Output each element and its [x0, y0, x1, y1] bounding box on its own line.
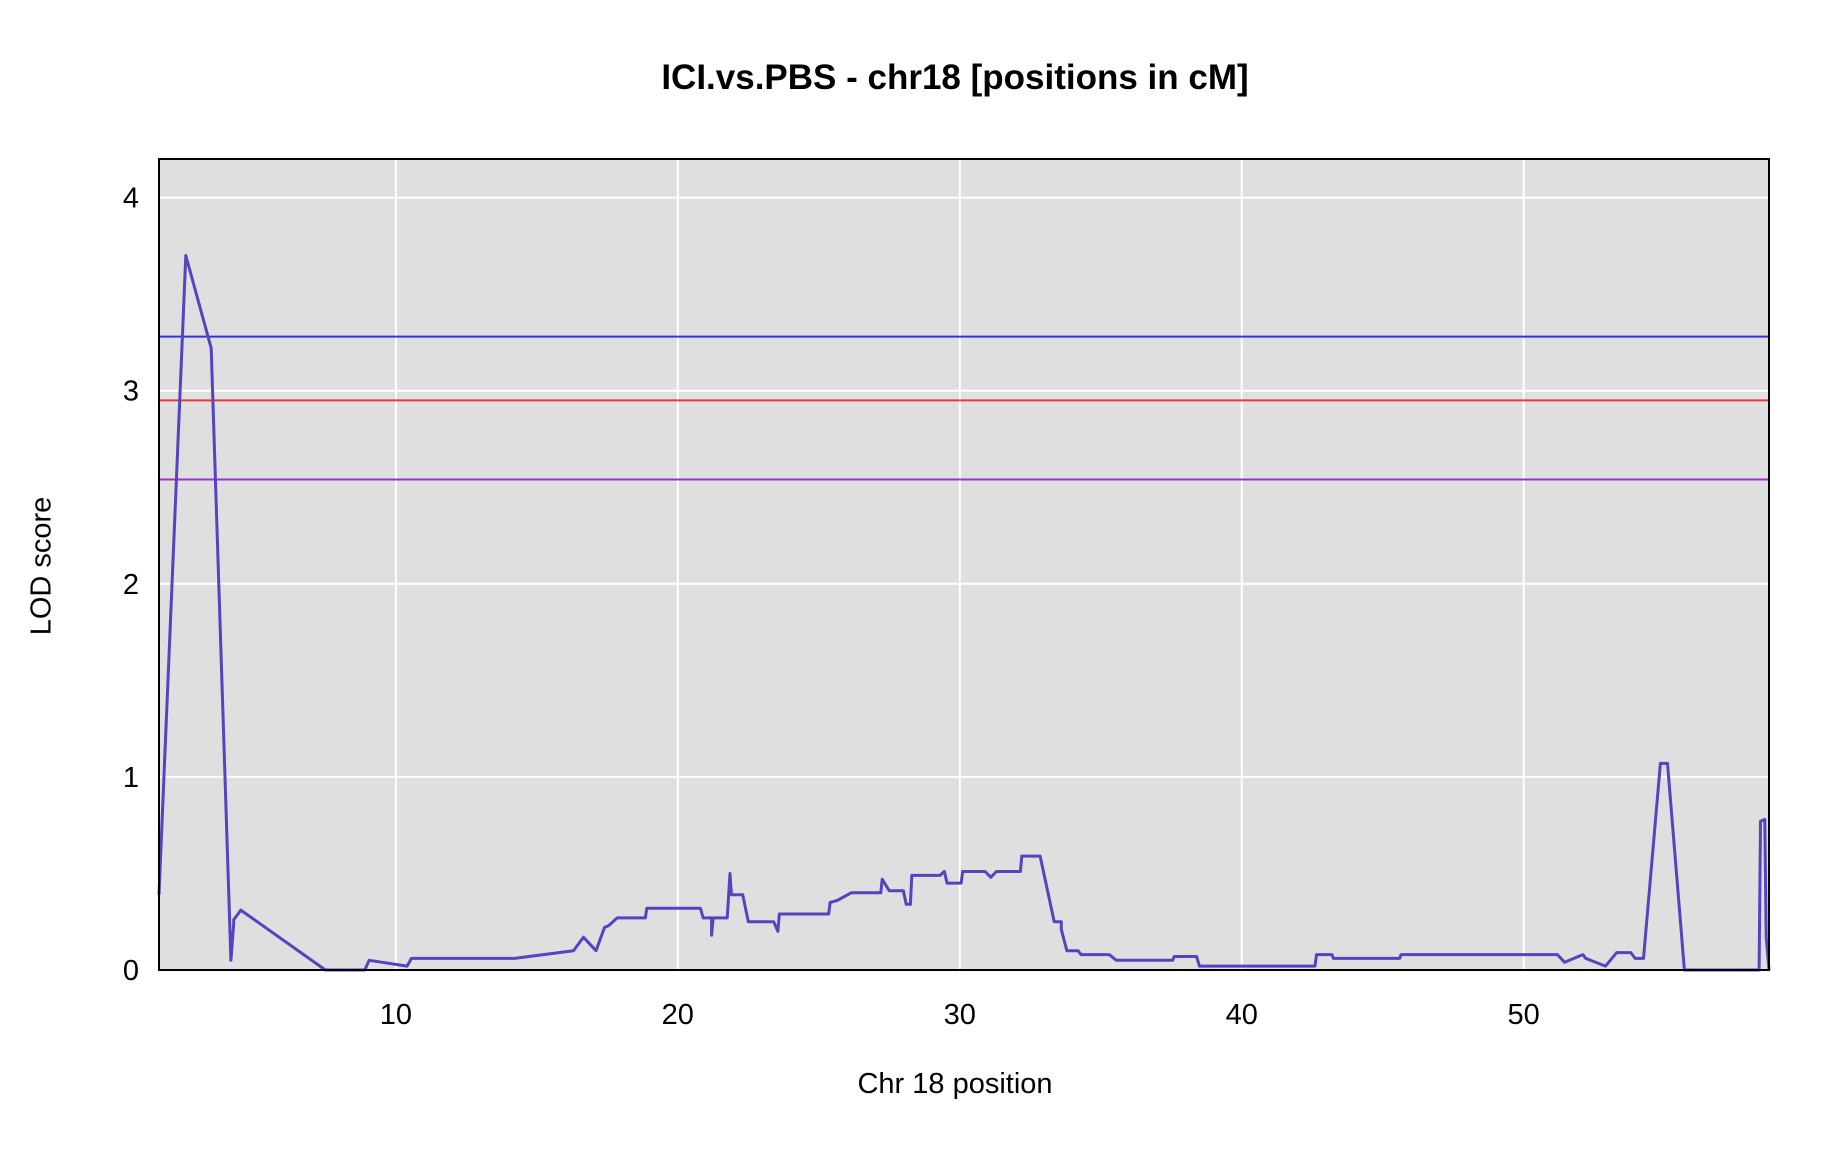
- x-tick-label: 40: [1226, 999, 1258, 1031]
- plot-background: [159, 159, 1769, 970]
- x-axis-label: Chr 18 position: [857, 1068, 1053, 1100]
- y-tick-label: 1: [123, 762, 139, 794]
- y-tick-label: 4: [123, 183, 139, 215]
- chart-title: ICI.vs.PBS - chr18 [positions in cM]: [661, 58, 1249, 97]
- x-tick-label: 30: [944, 999, 976, 1031]
- x-tick-label: 10: [380, 999, 412, 1031]
- lod-series-line: [157, 254, 1771, 972]
- x-tick-label: 50: [1508, 999, 1540, 1031]
- threshold-lines: [159, 335, 1769, 481]
- y-axis-ticks: 0 1 2 3 4: [123, 183, 139, 987]
- y-tick-label: 3: [123, 376, 139, 408]
- x-tick-label: 20: [662, 999, 694, 1031]
- x-axis-ticks: 10 20 30 40 50: [380, 999, 1540, 1031]
- y-tick-label: 0: [123, 955, 139, 987]
- series-lines: [157, 254, 1771, 972]
- plot-area: [157, 158, 1771, 972]
- plot-frame: [158, 158, 1770, 971]
- y-tick-label: 2: [123, 569, 139, 601]
